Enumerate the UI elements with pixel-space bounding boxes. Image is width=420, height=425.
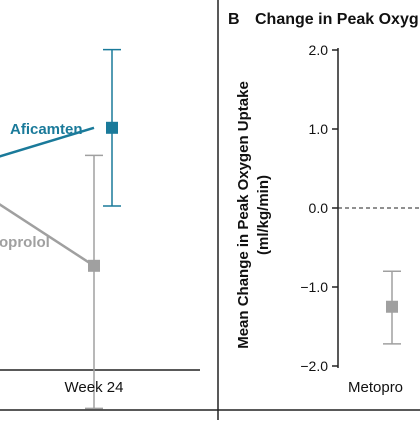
panel-b-y-tick-label: 1.0 — [309, 121, 329, 137]
panel-b-y-tick-label: 2.0 — [309, 42, 329, 58]
panel-a-marks — [0, 48, 121, 410]
panel-b: B Change in Peak Oxyg Mean Change in Pea… — [228, 11, 420, 396]
panel-b-ylabel-line2: (ml/kg/min) — [255, 175, 272, 255]
panel-b-x-tick-metoprolol: Metopro — [348, 379, 403, 396]
panel-b-ylabel: Mean Change in Peak Oxygen Uptake (ml/kg… — [235, 81, 272, 349]
marker-aficamten — [106, 121, 118, 134]
series-label-metoprolol: oprolol — [0, 234, 50, 251]
panel-b-marks — [383, 270, 401, 345]
panel-b-letter: B — [228, 11, 240, 28]
panel-b-marker-metoprolol — [386, 300, 398, 313]
marker-metoprolol — [88, 259, 100, 272]
panel-a-x-tick-week24: Week 24 — [65, 379, 124, 396]
panel-b-y-tick-label: −2.0 — [300, 358, 328, 374]
series-label-aficamten: Aficamten — [10, 121, 83, 138]
panel-a: Week 24 Aficamten oprolol — [0, 48, 200, 410]
series-line-aficamten — [0, 126, 95, 158]
series-line-metoprolol — [0, 203, 95, 267]
panel-b-title: Change in Peak Oxyg — [255, 11, 419, 28]
panel-b-y-ticks: 2.0 1.0 0.0 −1.0 −2.0 — [300, 42, 338, 374]
panel-b-y-tick-label: −1.0 — [300, 279, 328, 295]
panel-b-y-tick-label: 0.0 — [309, 200, 329, 216]
panel-b-ylabel-line1: Mean Change in Peak Oxygen Uptake — [235, 81, 252, 349]
